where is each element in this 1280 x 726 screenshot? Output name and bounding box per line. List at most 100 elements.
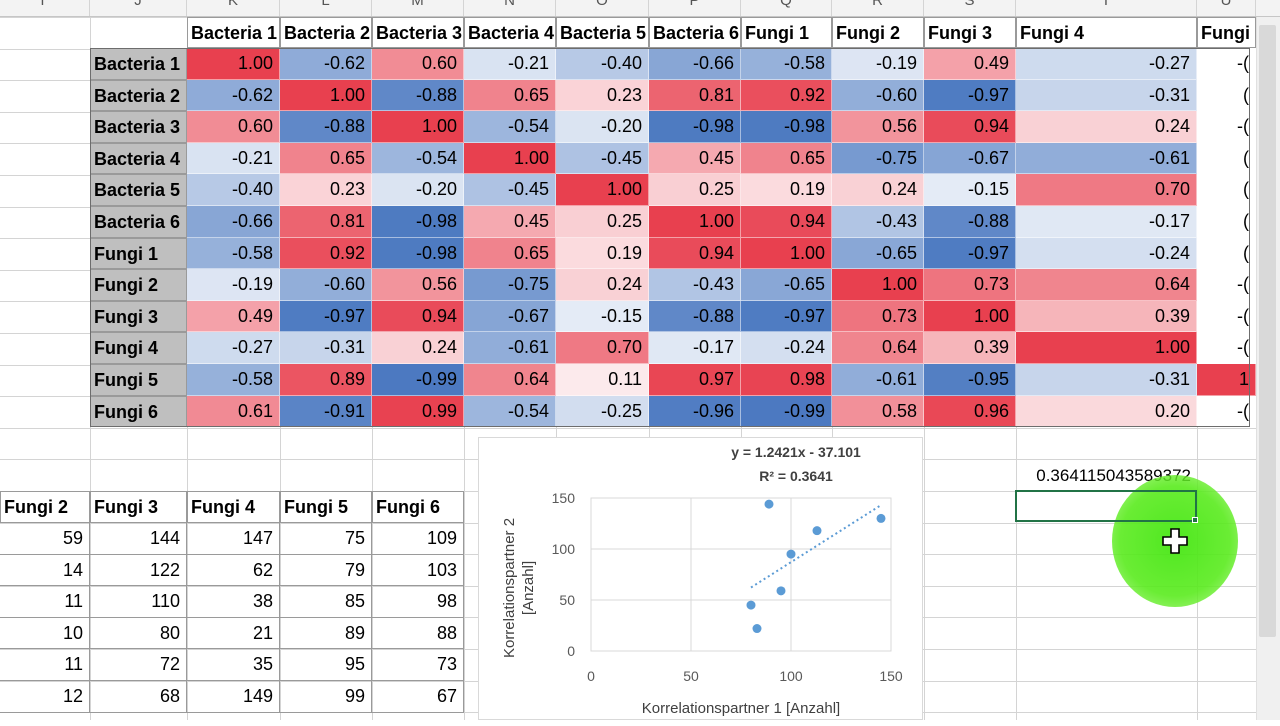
matrix-cell[interactable]: 0.49 (924, 48, 1016, 80)
matrix-column-header[interactable]: Bacteria 3 (372, 17, 464, 48)
matrix-cell[interactable]: -0.67 (924, 142, 1016, 175)
matrix-cell[interactable]: 0.19 (741, 174, 832, 206)
matrix-cell[interactable]: -0.97 (924, 237, 1016, 270)
data-column-header[interactable]: Fungi 6 (372, 491, 464, 523)
matrix-cell[interactable]: -0.98 (372, 206, 464, 238)
matrix-cell[interactable]: 0.61 (187, 395, 280, 428)
matrix-cell[interactable]: -0.58 (187, 364, 280, 396)
column-header[interactable]: T (1016, 0, 1197, 16)
matrix-cell[interactable]: 0.70 (1016, 174, 1197, 206)
data-cell[interactable]: 67 (372, 681, 464, 713)
matrix-column-header[interactable]: Fungi 4 (1016, 17, 1197, 48)
matrix-cell[interactable]: 1 (1197, 364, 1256, 396)
data-cell[interactable]: 38 (187, 586, 280, 618)
matrix-row-label[interactable]: Bacteria 6 (90, 206, 187, 238)
data-cell[interactable]: 68 (90, 681, 187, 713)
data-column-header[interactable]: Fungi 5 (280, 491, 372, 523)
matrix-cell[interactable]: -( (1197, 300, 1256, 333)
matrix-cell[interactable]: -0.62 (187, 79, 280, 112)
matrix-cell[interactable]: -0.45 (464, 174, 556, 206)
matrix-cell[interactable]: 0.20 (1016, 395, 1197, 428)
data-cell[interactable]: 10 (0, 617, 90, 650)
matrix-cell[interactable]: 0.70 (556, 332, 649, 364)
data-cell[interactable]: 59 (0, 523, 90, 555)
data-cell[interactable]: 80 (90, 617, 187, 650)
matrix-cell[interactable]: -0.31 (1016, 79, 1197, 112)
matrix-cell[interactable]: -0.61 (464, 332, 556, 364)
matrix-cell[interactable]: -0.20 (372, 174, 464, 206)
column-header[interactable]: L (280, 0, 372, 16)
matrix-cell[interactable]: -0.97 (280, 300, 372, 333)
matrix-cell[interactable]: -0.98 (649, 111, 741, 143)
matrix-cell[interactable]: ( (1197, 206, 1256, 238)
matrix-cell[interactable]: 1.00 (187, 48, 280, 80)
column-header[interactable]: U (1197, 0, 1256, 16)
data-cell[interactable]: 122 (90, 554, 187, 587)
matrix-cell[interactable]: -0.97 (741, 300, 832, 333)
matrix-cell[interactable]: 0.60 (187, 111, 280, 143)
matrix-cell[interactable]: -0.54 (464, 111, 556, 143)
matrix-cell[interactable]: -0.98 (741, 111, 832, 143)
data-cell[interactable]: 11 (0, 649, 90, 681)
data-cell[interactable]: 79 (280, 554, 372, 587)
matrix-row-label[interactable]: Fungi 2 (90, 269, 187, 301)
matrix-cell[interactable]: 0.65 (741, 142, 832, 175)
column-header[interactable]: S (924, 0, 1016, 16)
matrix-cell[interactable]: -0.61 (1016, 142, 1197, 175)
matrix-cell[interactable]: 0.39 (924, 332, 1016, 364)
data-cell[interactable]: 89 (280, 617, 372, 650)
matrix-cell[interactable]: 0.92 (280, 237, 372, 270)
data-cell[interactable]: 12 (0, 681, 90, 713)
matrix-cell[interactable]: 0.23 (280, 174, 372, 206)
matrix-cell[interactable]: -0.91 (280, 395, 372, 428)
matrix-cell[interactable]: -0.61 (832, 364, 924, 396)
matrix-cell[interactable]: 0.25 (649, 174, 741, 206)
data-cell[interactable]: 98 (372, 586, 464, 618)
matrix-cell[interactable]: 1.00 (924, 300, 1016, 333)
matrix-cell[interactable]: -0.19 (832, 48, 924, 80)
matrix-cell[interactable]: 0.45 (464, 206, 556, 238)
data-cell[interactable]: 149 (187, 681, 280, 713)
matrix-cell[interactable]: -0.97 (924, 79, 1016, 112)
matrix-cell[interactable]: -0.58 (187, 237, 280, 270)
matrix-cell[interactable]: 0.19 (556, 237, 649, 270)
matrix-cell[interactable]: 0.64 (464, 364, 556, 396)
column-header[interactable]: N (464, 0, 556, 16)
column-header[interactable]: J (90, 0, 187, 16)
data-cell[interactable]: 147 (187, 523, 280, 555)
selected-cell[interactable] (1015, 490, 1197, 522)
data-column-header[interactable]: Fungi 3 (90, 491, 187, 523)
matrix-cell[interactable]: 0.94 (741, 206, 832, 238)
matrix-cell[interactable]: -0.88 (280, 111, 372, 143)
data-cell[interactable]: 95 (280, 649, 372, 681)
matrix-cell[interactable]: 0.39 (1016, 300, 1197, 333)
data-column-header[interactable]: Fungi 2 (0, 491, 90, 523)
matrix-cell[interactable]: -0.88 (372, 79, 464, 112)
matrix-cell[interactable]: -0.54 (372, 142, 464, 175)
matrix-row-label[interactable]: Bacteria 1 (90, 48, 187, 80)
matrix-cell[interactable]: 1.00 (372, 111, 464, 143)
matrix-cell[interactable]: 0.24 (556, 269, 649, 301)
matrix-cell[interactable]: -0.99 (741, 395, 832, 428)
matrix-cell[interactable]: ( (1197, 237, 1256, 270)
matrix-cell[interactable]: -0.75 (832, 142, 924, 175)
matrix-cell[interactable]: 0.11 (556, 364, 649, 396)
matrix-column-header[interactable]: Fungi 3 (924, 17, 1016, 48)
data-cell[interactable]: 75 (280, 523, 372, 555)
matrix-cell[interactable]: -0.20 (556, 111, 649, 143)
matrix-column-header[interactable]: Fungi 1 (741, 17, 832, 48)
matrix-cell[interactable]: 0.94 (372, 300, 464, 333)
matrix-cell[interactable]: -0.43 (649, 269, 741, 301)
matrix-row-label[interactable]: Bacteria 5 (90, 174, 187, 206)
matrix-cell[interactable]: 0.65 (280, 142, 372, 175)
column-header[interactable]: K (187, 0, 280, 16)
fill-handle[interactable] (1192, 517, 1198, 523)
column-header[interactable]: R (832, 0, 924, 16)
matrix-cell[interactable]: -( (1197, 269, 1256, 301)
scatter-chart[interactable]: 0 50 100 150 0 50 100 150 y = 1.2421x - 37.101 R²… (478, 437, 923, 720)
matrix-cell[interactable]: 0.81 (280, 206, 372, 238)
matrix-cell[interactable]: -0.40 (187, 174, 280, 206)
matrix-cell[interactable]: -0.45 (556, 142, 649, 175)
matrix-cell[interactable]: 0.24 (1016, 111, 1197, 143)
data-column-header[interactable]: Fungi 4 (187, 491, 280, 523)
